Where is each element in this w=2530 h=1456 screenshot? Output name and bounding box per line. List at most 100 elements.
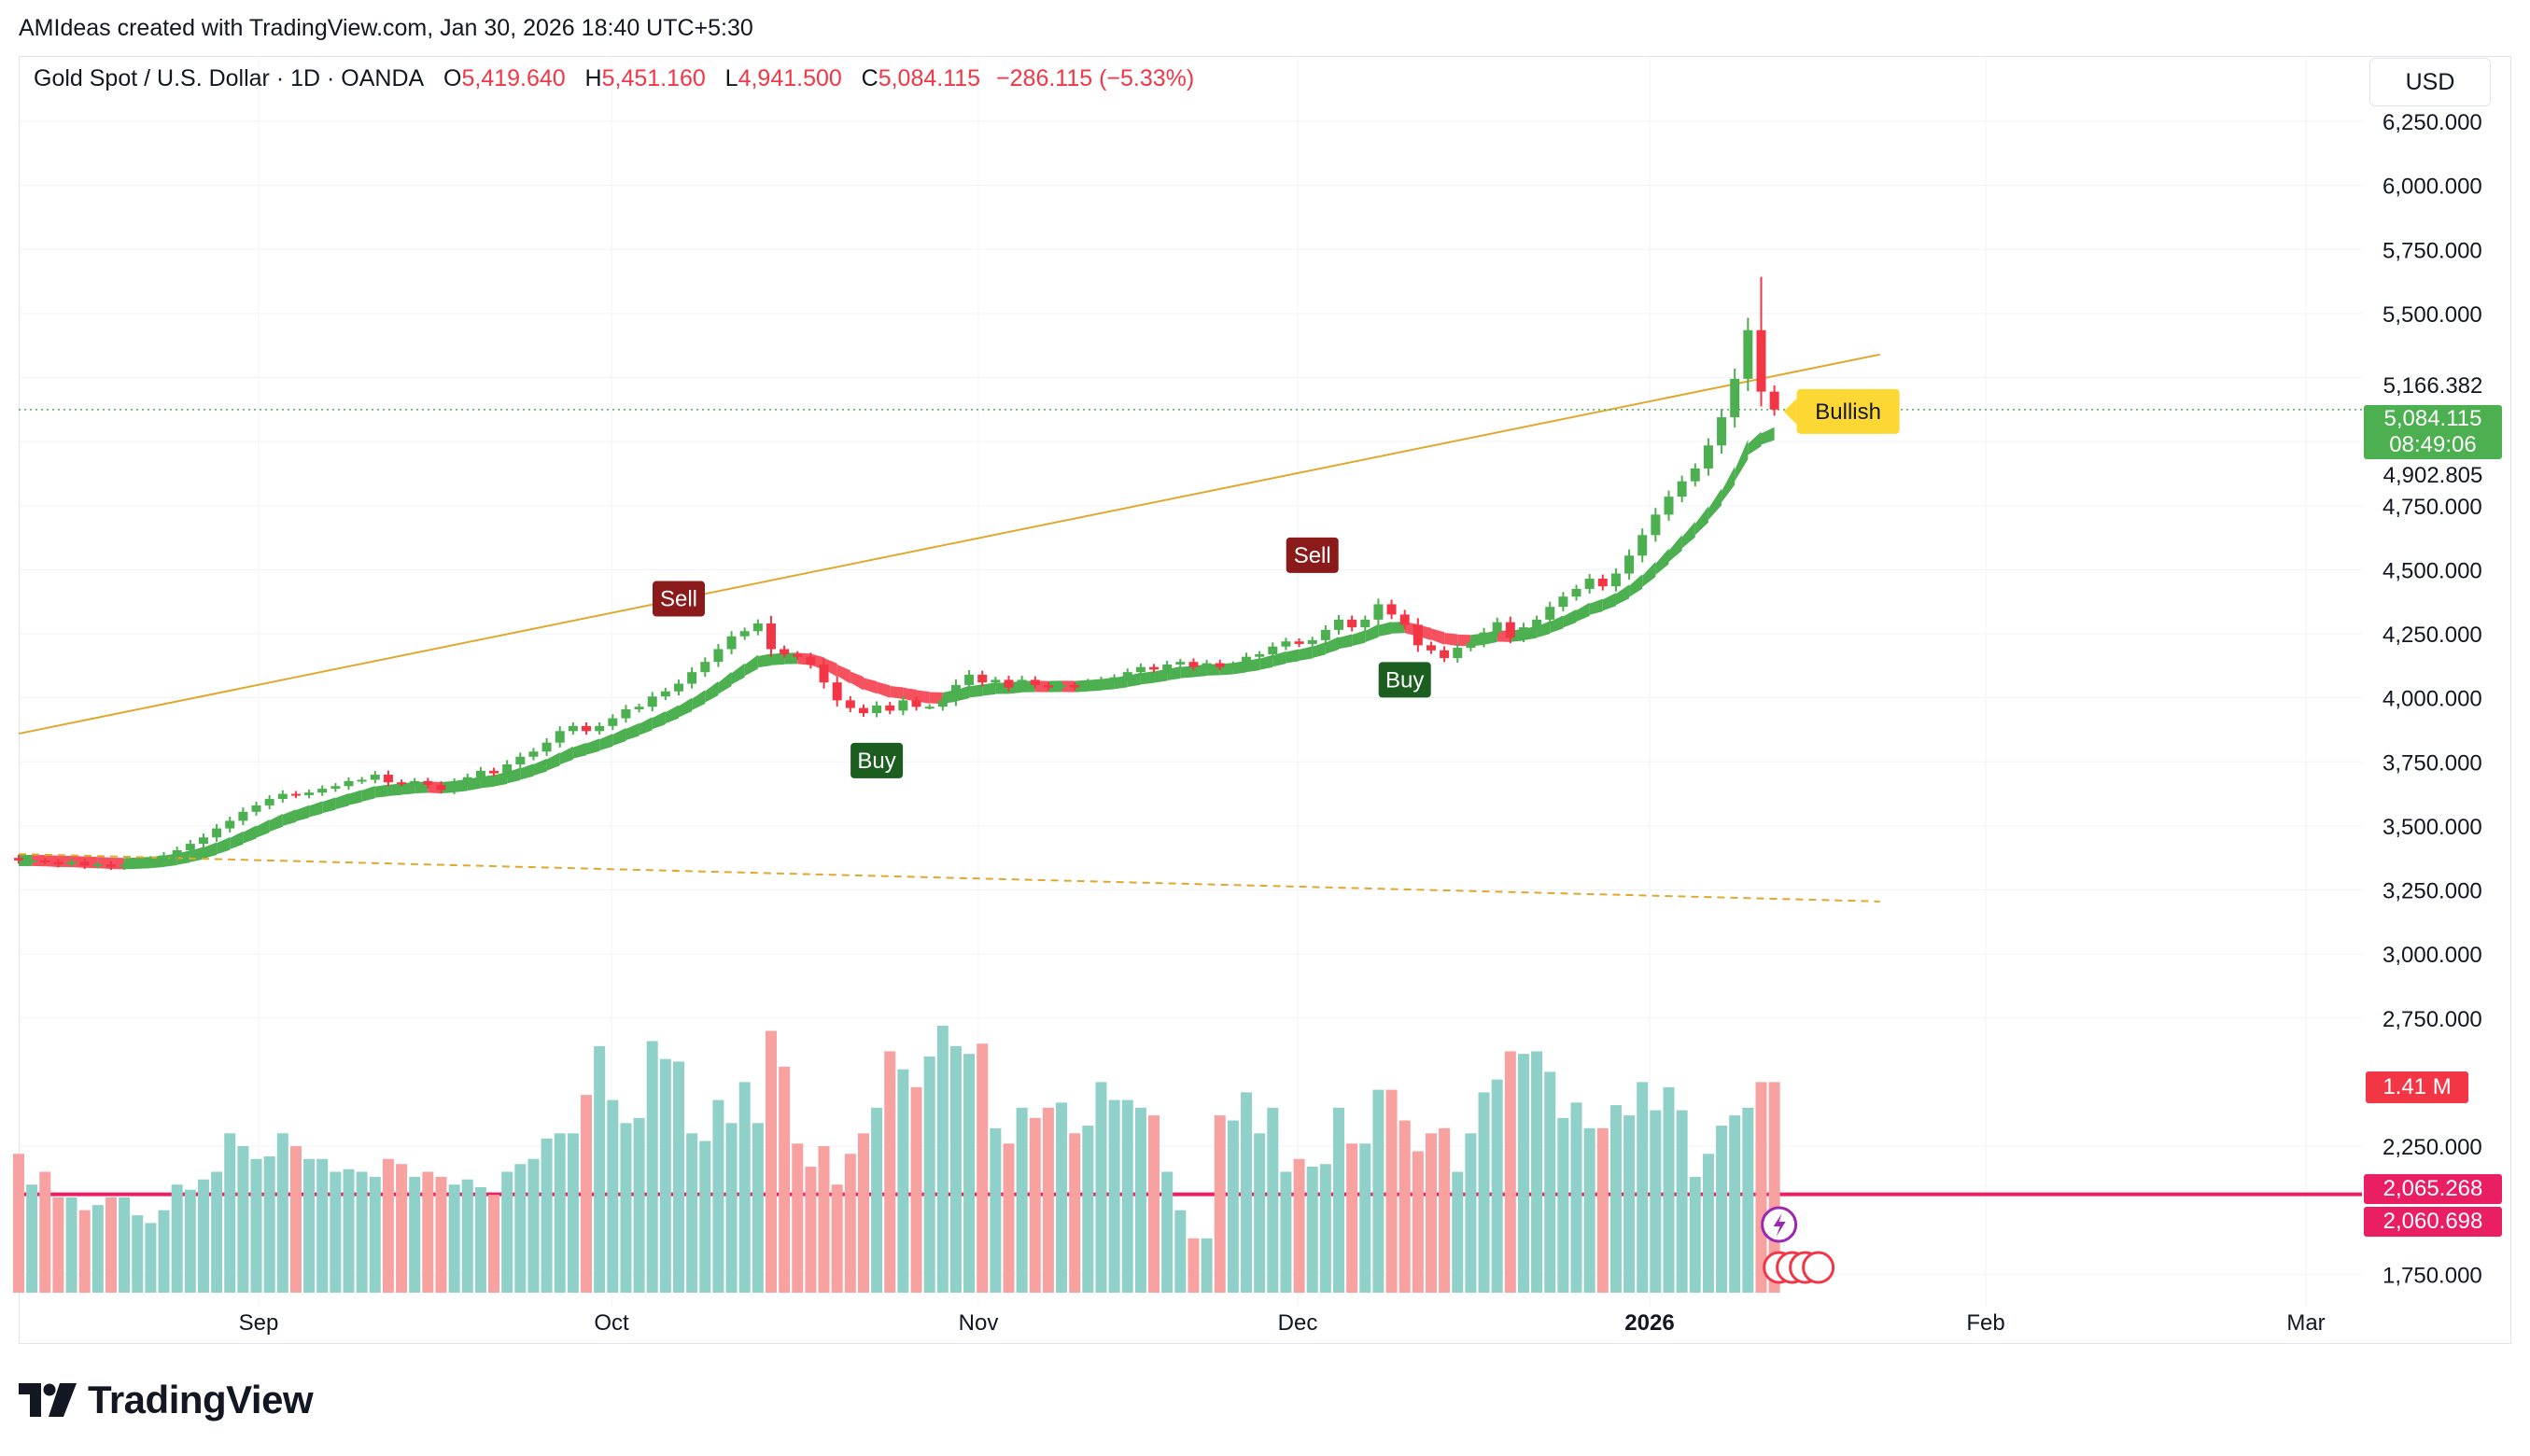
candle-body <box>991 679 1001 683</box>
ohlc-legend: Gold Spot / U.S. Dollar · 1D · OANDA O5,… <box>34 65 1194 92</box>
close-label: C <box>861 65 878 91</box>
trend-band-segment <box>1576 602 1590 622</box>
volume-bar <box>871 1107 883 1293</box>
time-tick-label: Mar <box>2286 1310 2325 1336</box>
volume-bar <box>1465 1133 1477 1293</box>
trend-band-segment <box>572 742 587 759</box>
volume-bar <box>1544 1071 1556 1293</box>
price-tick-label: 4,250.000 <box>2382 623 2482 648</box>
volume-bar <box>132 1215 144 1293</box>
trend-band-segment <box>903 687 917 702</box>
trend-band-segment <box>665 705 679 724</box>
tradingview-brand: TradingView <box>19 1378 314 1422</box>
volume-bar <box>1069 1133 1081 1293</box>
volume-bar <box>1385 1089 1398 1293</box>
signal-labels: Sell Buy Sell Buy Bullish <box>653 388 1900 1284</box>
volume-bar <box>527 1158 540 1293</box>
flash-bolt-icon <box>1773 1213 1786 1237</box>
volume-bar <box>1293 1158 1305 1293</box>
volume-bar <box>897 1069 909 1293</box>
candle-body <box>92 864 103 867</box>
volume-bar <box>1319 1164 1331 1293</box>
chart-credit: AMIdeas created with TradingView.com, Ja… <box>19 15 753 41</box>
trend-band-segment <box>1589 598 1603 615</box>
candle-body <box>502 763 513 774</box>
candle-body <box>1083 682 1093 688</box>
volume-bar <box>607 1099 619 1293</box>
volume-bar <box>554 1133 566 1293</box>
volume-bar <box>382 1158 394 1293</box>
trend-band-segment <box>1655 548 1669 576</box>
volume-bar <box>541 1138 553 1293</box>
trend-band-segment <box>269 813 283 833</box>
trend-band-segment <box>770 652 785 665</box>
candle-body <box>1479 632 1489 643</box>
event-icons[interactable] <box>1761 1206 1835 1284</box>
volume-bar <box>594 1045 606 1293</box>
price-tick-label: 5,500.000 <box>2382 302 2482 328</box>
volume-bar <box>857 1133 869 1293</box>
candle-body <box>819 664 829 683</box>
candle-body <box>832 682 842 701</box>
candle-body <box>185 844 195 850</box>
candle-body <box>264 799 274 805</box>
signal-box <box>1378 662 1431 698</box>
volume-bar <box>1755 1082 1767 1293</box>
volume-bar <box>779 1066 791 1293</box>
sell-signal: Sell <box>653 581 705 617</box>
change-value: −286.115 (−5.33%) <box>996 65 1195 91</box>
candle-body <box>1268 646 1278 654</box>
trend-band-segment <box>282 809 296 826</box>
candle-body <box>1610 573 1621 587</box>
trend-band-segment <box>1668 535 1682 563</box>
candle-body <box>449 782 459 791</box>
symbol-title: Gold Spot / U.S. Dollar · 1D · OANDA <box>34 65 425 91</box>
time-tick-label: Sep <box>239 1310 279 1336</box>
candle-body <box>674 683 683 692</box>
volume-bar <box>1359 1143 1371 1293</box>
candle-body <box>1624 555 1635 574</box>
volume-bar <box>977 1043 989 1293</box>
candle-body <box>225 820 235 829</box>
candle-body <box>1440 650 1450 659</box>
time-axis: Sep Oct Nov Dec 2026 Feb Mar <box>239 1310 2326 1336</box>
volume-bar <box>910 1086 922 1293</box>
volume-bar <box>1491 1079 1503 1293</box>
trend-band-segment <box>374 784 388 798</box>
ascending-trendline <box>18 353 1880 735</box>
trend-band-segment <box>1312 641 1326 659</box>
buy-signal: Buy <box>850 742 904 778</box>
candle-body <box>1584 578 1595 589</box>
volume-bar <box>1637 1082 1649 1293</box>
low-label: L <box>724 65 738 91</box>
volume-bar <box>1399 1120 1411 1293</box>
signal-label: Sell <box>660 587 697 612</box>
volume-bar <box>171 1184 183 1293</box>
candle-body <box>885 705 895 711</box>
trend-band-segment <box>1154 668 1168 683</box>
trend-band-segment <box>19 854 33 866</box>
candle-body <box>40 860 50 862</box>
trend-band-segment <box>1352 630 1366 647</box>
candle-body <box>27 860 37 862</box>
trend-band-segment <box>1286 649 1300 664</box>
trend-band-segment <box>1378 622 1392 637</box>
bullish-box <box>1796 388 1900 434</box>
candle-body <box>1532 619 1542 628</box>
volume-bar <box>1161 1171 1174 1293</box>
price-tick-label: 3,750.000 <box>2382 750 2482 776</box>
lower-dashed-line <box>18 853 1880 903</box>
trend-band-segment <box>217 836 231 855</box>
volume-bar <box>1650 1110 1662 1293</box>
volume-bar <box>237 1146 249 1293</box>
volume-bar <box>1042 1107 1054 1293</box>
candle-body <box>647 696 657 707</box>
volume-bar <box>105 1197 117 1293</box>
currency-selector[interactable]: USD <box>2369 58 2491 106</box>
trend-band-segment <box>520 763 534 780</box>
volume-bar <box>13 1154 24 1293</box>
candle-body <box>370 774 380 780</box>
trend-band-segment <box>480 775 495 789</box>
trend-band-segment <box>890 686 904 699</box>
